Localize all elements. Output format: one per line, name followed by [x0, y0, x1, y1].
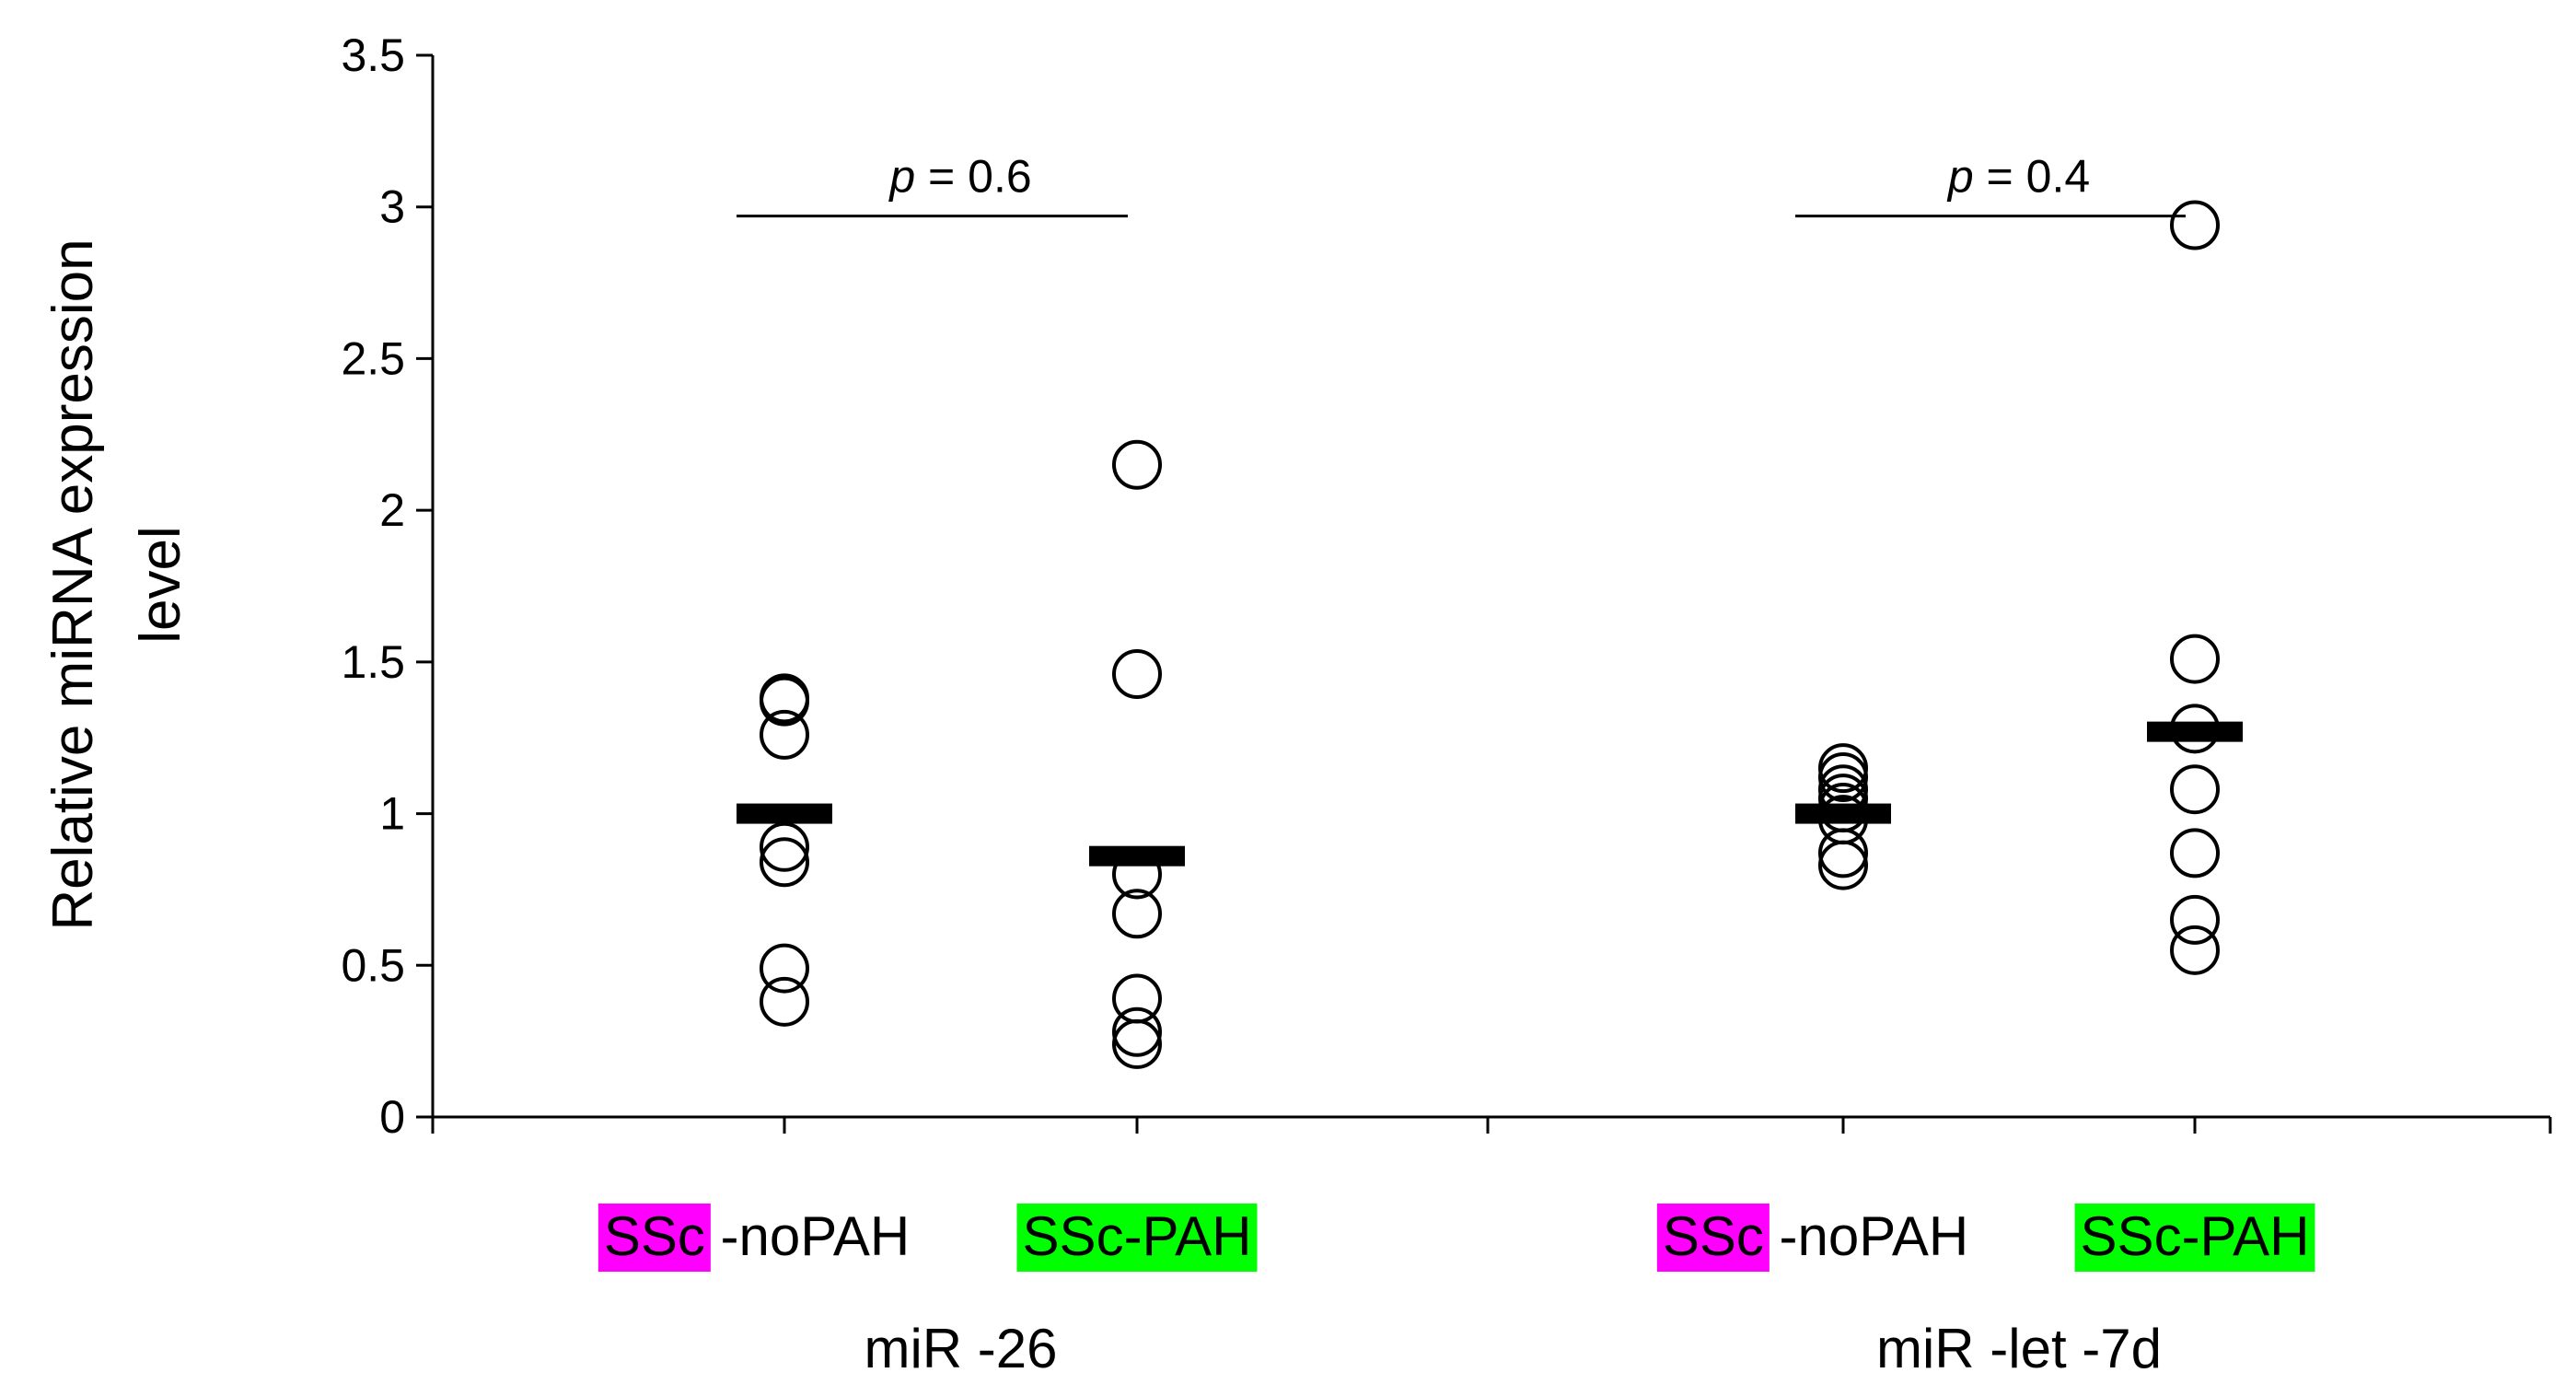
data-point — [1112, 1006, 1162, 1057]
y-tick-label: 2.5 — [341, 332, 405, 384]
category-label: SSc-PAH — [2081, 1205, 2310, 1267]
y-axis-label-line: level — [129, 526, 192, 644]
category-highlight-box — [598, 1204, 711, 1272]
data-point — [760, 943, 809, 994]
category-highlight-box — [1016, 1204, 1258, 1272]
median-bars — [737, 721, 2243, 867]
y-tick-label: 1 — [379, 788, 405, 840]
category-label-highlight: SSc-PAH — [2081, 1205, 2310, 1267]
data-point — [760, 709, 809, 760]
category-label-highlight: SSc-PAH — [1023, 1205, 1252, 1267]
data-point — [2170, 764, 2220, 815]
y-tick-label: 1.5 — [341, 636, 405, 688]
y-tick-label: 0 — [379, 1091, 405, 1143]
p-value-label: p = 0.4 — [1946, 151, 2090, 203]
category-highlight-box — [1656, 1204, 1770, 1272]
category-label-rest: -noPAH — [1764, 1205, 1968, 1267]
group-label: miR -26 — [864, 1318, 1057, 1379]
category-label-rest: -noPAH — [705, 1205, 910, 1267]
category-label: SSc -noPAH — [604, 1205, 910, 1267]
data-point — [1112, 889, 1162, 939]
data-point — [1112, 1018, 1162, 1069]
data-point — [2170, 925, 2220, 975]
data-point — [760, 673, 809, 724]
data-point — [2170, 200, 2220, 250]
category-highlight-box — [2074, 1204, 2315, 1272]
p-value-label: p = 0.6 — [888, 151, 1031, 203]
data-point — [1818, 840, 1868, 890]
median-bar — [737, 803, 832, 824]
group-label: miR -let -7d — [1876, 1318, 2162, 1379]
data-point — [1818, 752, 1868, 803]
y-axis: 0 0.5 1 1.5 2 2.5 3 3.5 — [341, 29, 435, 1143]
median-bar — [1795, 803, 1891, 824]
y-tick-label: 3 — [379, 181, 405, 233]
y-tick-label: 2 — [379, 484, 405, 536]
median-bar — [1089, 845, 1185, 867]
y-tick-label: 0.5 — [341, 939, 405, 991]
data-point — [760, 976, 809, 1027]
category-label-highlight: SSc — [604, 1205, 705, 1267]
category-label: SSc -noPAH — [1663, 1205, 1968, 1267]
group-labels: miR -26 miR -let -7d — [864, 1318, 2162, 1379]
category-label-highlight: SSc — [1663, 1205, 1764, 1267]
data-point — [2170, 634, 2220, 684]
data-point — [2170, 894, 2220, 945]
x-axis — [431, 1115, 2552, 1134]
category-label: SSc-PAH — [1023, 1205, 1252, 1267]
data-point — [760, 821, 809, 872]
y-tick-label: 3.5 — [341, 29, 405, 81]
median-bar — [2147, 721, 2243, 742]
p-value-annotations: p = 0.6 p = 0.4 — [737, 151, 2186, 218]
data-point — [1818, 828, 1868, 878]
y-axis-label: Relative miRNA expression level — [41, 238, 192, 930]
data-point — [1112, 649, 1162, 700]
data-point — [760, 676, 809, 727]
data-points — [760, 200, 2220, 1069]
category-labels: SSc -noPAH SSc-PAH SSc -noPAH SSc-PAH — [598, 1204, 2315, 1272]
data-point — [760, 837, 809, 888]
y-axis-label-line: Relative miRNA expression — [41, 238, 105, 930]
data-point — [2170, 828, 2220, 878]
data-point — [1112, 439, 1162, 490]
